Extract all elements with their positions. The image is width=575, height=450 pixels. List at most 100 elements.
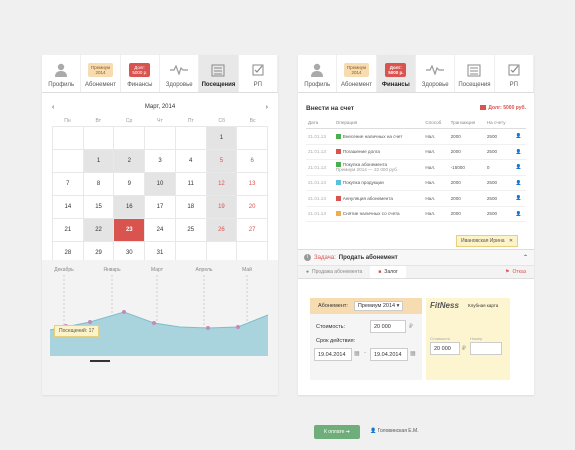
tab-health[interactable]: Здоровье: [160, 55, 200, 92]
calendar-day[interactable]: 8: [83, 173, 115, 196]
visits-panel: Профиль Премиум 2014 Абонемент Долг: 500…: [42, 55, 278, 395]
check-icon: ●: [306, 269, 310, 275]
tab-rp[interactable]: РП: [239, 55, 278, 92]
calendar-day[interactable]: 22: [83, 219, 115, 242]
weekday-header: Пн Вт Ср Чт Пт Сб Вс: [52, 116, 268, 126]
card-number-input[interactable]: [470, 342, 502, 355]
calendar-day[interactable]: 2: [114, 150, 146, 173]
calendar-day[interactable]: 14: [53, 196, 84, 219]
tab-deposit[interactable]: ■ Залог: [370, 266, 406, 278]
user-icon[interactable]: 👤: [513, 190, 526, 207]
calendar-day[interactable]: 27: [237, 219, 268, 242]
collapse-icon[interactable]: ⌃: [522, 255, 528, 261]
calendar-day[interactable]: 7: [53, 173, 84, 196]
calendar-day[interactable]: 4: [175, 150, 207, 173]
profile-tabs: Профиль Премиум 2014 Абонемент Долг: 500…: [42, 55, 278, 93]
calendar-day[interactable]: 1: [206, 127, 238, 150]
date-from-input[interactable]: 19.04.2014: [314, 348, 352, 361]
calendar-icon: [467, 60, 481, 80]
calendar-day[interactable]: 6: [237, 150, 268, 173]
tab-finance[interactable]: Долг: 5000 р. Финансы: [376, 55, 416, 92]
chart-point: [206, 326, 210, 330]
calendar-day[interactable]: 12: [206, 173, 238, 196]
close-icon: ✕: [508, 238, 514, 244]
table-row[interactable]: 21.01.13 Внесение наличных на счет Нал. 200…: [306, 128, 526, 145]
operation-icon: [335, 149, 341, 155]
calendar-day[interactable]: 1: [83, 150, 115, 173]
month-label: Декабрь: [54, 267, 74, 273]
weekday-label: Вс: [249, 118, 256, 124]
calendar-day[interactable]: 19: [206, 196, 238, 219]
task-panel: i Задача: Продать абонемент ⌃ ● Продажа а…: [298, 249, 534, 439]
calendar-day[interactable]: 9: [114, 173, 146, 196]
calendar-icon: ▦: [354, 351, 360, 357]
date-to-input[interactable]: 19.04.2014: [370, 348, 408, 361]
calendar-day[interactable]: 5: [206, 150, 238, 173]
pulse-icon: [170, 60, 189, 80]
operation-icon: [335, 133, 341, 139]
tab-finance[interactable]: Долг: 5000 р. Финансы: [121, 55, 160, 92]
calendar-day[interactable]: 15: [83, 196, 115, 219]
weekday-label: Ср: [125, 118, 133, 124]
next-month-button[interactable]: ›: [265, 103, 268, 111]
month-label: Январь: [103, 267, 121, 273]
calendar-day-today[interactable]: 23: [114, 219, 146, 242]
tab-subscription[interactable]: Премиум 2014 Абонемент: [337, 55, 377, 92]
calendar-icon: [211, 60, 225, 80]
table-row[interactable]: 21.01.13 Погашение долга Нал. 2000 2500 👤: [306, 144, 526, 160]
calendar-day[interactable]: 18: [175, 196, 207, 219]
cost-input[interactable]: 20 000: [370, 320, 406, 333]
tab-visits[interactable]: Посещения: [199, 55, 239, 92]
calendar-day[interactable]: 26: [206, 219, 238, 242]
card-cost-input[interactable]: 20 000: [430, 342, 460, 355]
user-icon[interactable]: 👤: [513, 144, 526, 160]
tab-rp[interactable]: РП: [495, 55, 534, 92]
table-row[interactable]: 21.01.13 Снятие наличных со счета Нал. 2000…: [306, 206, 526, 222]
tab-subscription[interactable]: Премиум 2014 Абонемент: [81, 55, 121, 92]
tab-health[interactable]: Здоровье: [416, 55, 456, 92]
calendar-day[interactable]: 13: [237, 173, 268, 196]
checkbox-icon: [508, 60, 520, 80]
column-header: На счету: [484, 117, 514, 129]
table-row[interactable]: 21.01.13 Покупка продукции Нал. 2000 2500 👤: [306, 175, 526, 191]
calendar-day[interactable]: 11: [175, 173, 207, 196]
user-icon[interactable]: 👤: [513, 175, 526, 191]
tab-sale[interactable]: ● Продажа абонемента: [306, 269, 363, 275]
calendar-day: [145, 127, 176, 150]
weekday-label: Пн: [64, 118, 71, 124]
user-icon[interactable]: 👤: [513, 206, 526, 222]
info-icon: i: [304, 254, 311, 261]
month-label: Март: [151, 267, 164, 273]
calendar-day[interactable]: 3: [145, 150, 176, 173]
calendar-day[interactable]: 20: [237, 196, 268, 219]
calendar-day[interactable]: 10: [145, 173, 176, 196]
club-card-form: FitNess Клубная карта Стоимость Номер 20…: [426, 298, 510, 380]
weekday-label: Сб: [218, 118, 225, 124]
calendar-day[interactable]: 21: [53, 219, 84, 242]
pay-button[interactable]: К оплате ➔: [314, 425, 360, 439]
checkbox-icon: [252, 60, 264, 80]
profile-tabs: Профиль Премиум 2014 Абонемент Долг: 500…: [298, 55, 534, 93]
calendar-day[interactable]: 25: [175, 219, 207, 242]
table-row[interactable]: 21.01.13 Аннуляция абонемента Нал. 2000 2500…: [306, 190, 526, 207]
calendar-day[interactable]: 17: [145, 196, 176, 219]
chart-point: [88, 320, 92, 324]
tab-refuse[interactable]: ⚑ Отказ: [505, 269, 526, 275]
month-label: Апрель: [196, 267, 213, 273]
subscription-select[interactable]: Премиум 2014 ▾: [353, 301, 404, 311]
column-header: Способ: [423, 117, 449, 129]
calendar-day[interactable]: 16: [114, 196, 146, 219]
table-row[interactable]: 21.01.13 Покупка абонемента Премиум 2014 —…: [306, 159, 526, 176]
user-icon[interactable]: 👤: [513, 128, 526, 145]
calendar-grid: 1 1 2 3 4 5 6 7 8 9 10 11 12 13 14 15 16 17 18 19 20 21 22 23 24…: [52, 126, 268, 265]
user-icon[interactable]: 👤: [513, 159, 526, 176]
calendar-day[interactable]: 24: [145, 219, 176, 242]
tab-visits[interactable]: Посещения: [455, 55, 495, 92]
pulse-icon: [426, 60, 445, 80]
task-title: Продать абонемент: [338, 254, 398, 261]
calendar-day: [53, 150, 84, 173]
tab-profile[interactable]: Профиль: [42, 55, 82, 92]
tab-profile[interactable]: Профиль: [298, 55, 338, 92]
prev-month-button[interactable]: ‹: [52, 103, 55, 111]
user-icon: [311, 60, 324, 80]
